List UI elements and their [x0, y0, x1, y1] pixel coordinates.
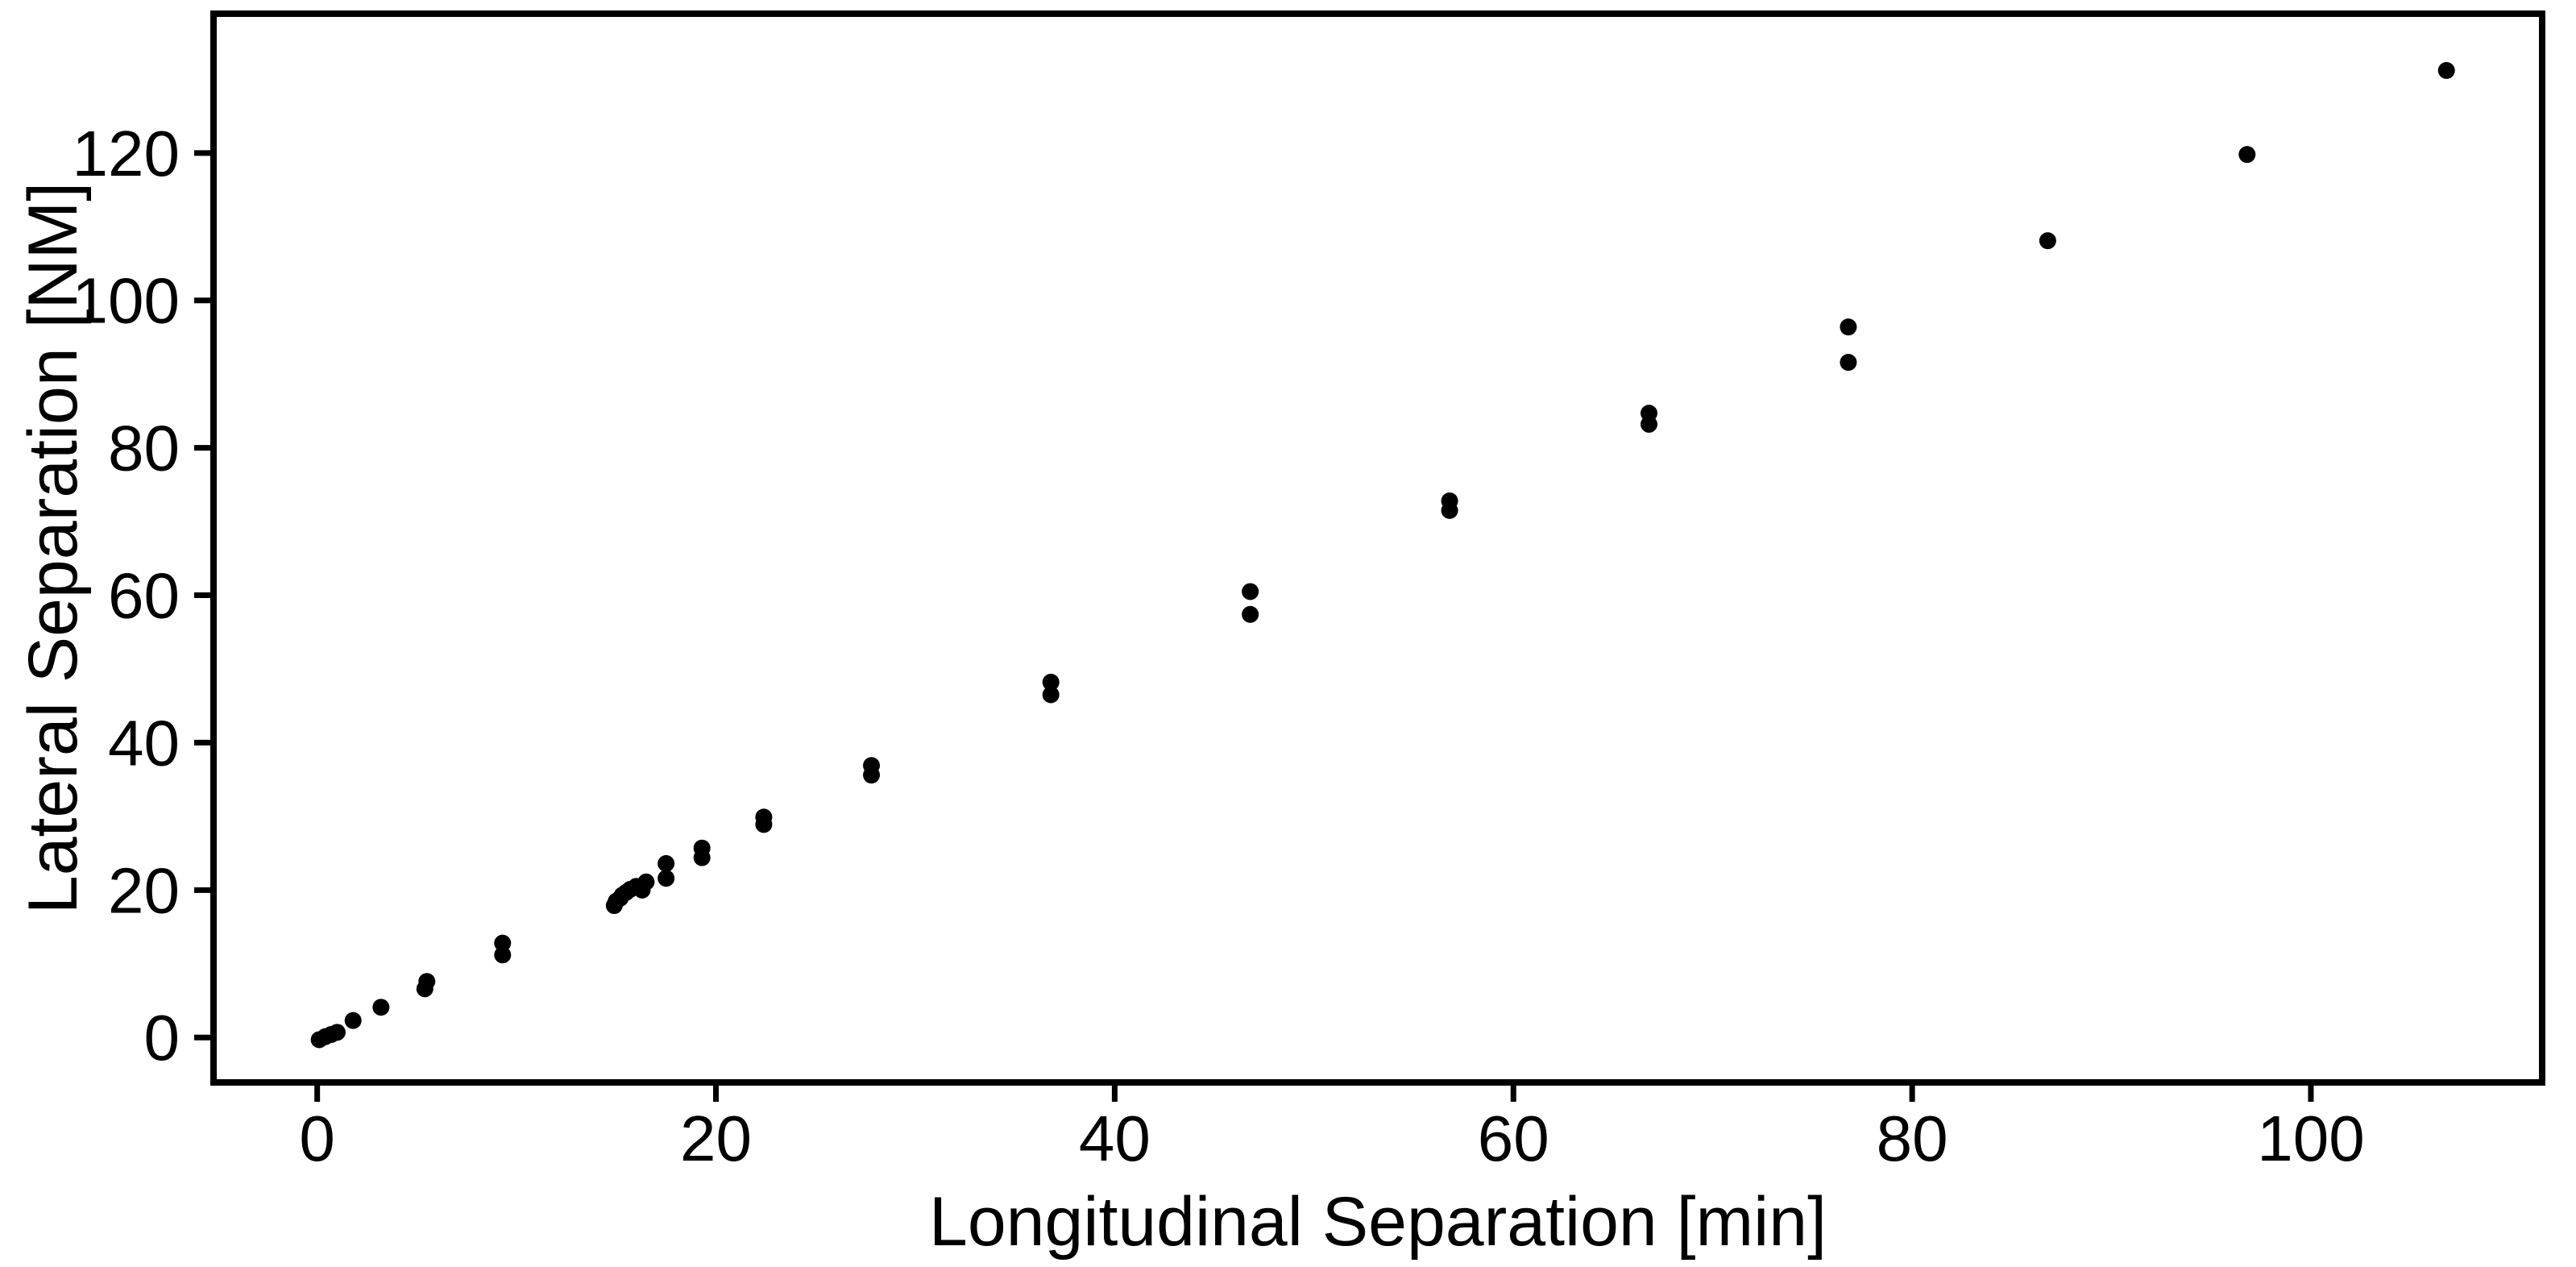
x-axis-label: Longitudinal Separation [min]: [929, 1183, 1827, 1261]
data-point: [494, 934, 512, 952]
data-point: [755, 808, 773, 826]
data-point: [372, 999, 390, 1016]
data-point: [2437, 61, 2455, 79]
data-point: [1840, 354, 1857, 372]
x-tick-label: 40: [1079, 1103, 1151, 1174]
data-point: [1641, 405, 1658, 422]
x-tick-label: 20: [680, 1103, 752, 1174]
x-tick-label: 60: [1478, 1103, 1549, 1174]
data-point: [863, 757, 881, 775]
y-tick-label: 80: [108, 413, 180, 484]
y-tick-label: 40: [108, 707, 180, 779]
data-point: [494, 946, 512, 964]
data-point: [1242, 583, 1259, 600]
y-tick-label: 100: [73, 265, 180, 337]
x-tick-label: 80: [1877, 1103, 1948, 1174]
y-tick-label: 120: [73, 118, 180, 189]
y-tick-label: 60: [108, 560, 180, 632]
y-tick-label: 20: [108, 854, 180, 926]
x-tick-label: 100: [2257, 1103, 2364, 1174]
data-point: [657, 870, 675, 887]
data-point: [1042, 673, 1060, 691]
data-point: [1441, 492, 1458, 509]
x-tick-label: 0: [299, 1103, 335, 1174]
y-axis-ticks: 0 20 40 60 80 100 120: [73, 118, 214, 1074]
y-axis-label: Lateral Separation [NM]: [15, 182, 92, 914]
y-tick-label: 0: [144, 1002, 180, 1074]
data-point: [637, 873, 655, 891]
data-point: [418, 973, 436, 991]
plot-area-border: [210, 10, 2545, 1086]
data-point: [657, 854, 675, 872]
data-point: [1042, 686, 1060, 704]
data-point: [328, 1024, 346, 1041]
x-axis-ticks: 0 20 40 60 80 100: [299, 1082, 2365, 1174]
data-point: [2039, 232, 2056, 250]
data-point: [1840, 318, 1857, 336]
scatter-points: [310, 61, 2455, 1049]
data-point: [2238, 146, 2256, 164]
data-point: [344, 1012, 362, 1029]
data-point: [693, 839, 711, 857]
data-point: [1242, 605, 1259, 623]
